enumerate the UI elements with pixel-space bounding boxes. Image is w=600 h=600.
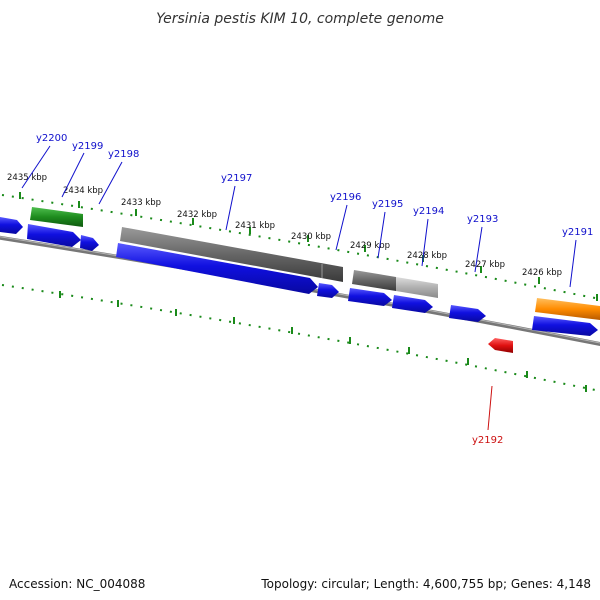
feature-cds[interactable] — [0, 217, 23, 234]
scale-label: 2432 kbp — [177, 210, 217, 220]
gene-label-y2199[interactable]: y2199 — [72, 141, 103, 152]
scale-label: 2433 kbp — [121, 198, 161, 208]
gene-label-y2195[interactable]: y2195 — [372, 199, 403, 210]
leader-line — [21, 145, 51, 189]
scale-label: 2428 kbp — [407, 251, 447, 261]
leader-line — [98, 161, 123, 205]
gene-label-y2197[interactable]: y2197 — [221, 173, 252, 184]
label-leaders — [21, 145, 577, 431]
gene-label-y2191[interactable]: y2191 — [562, 227, 593, 238]
forward-features — [30, 207, 600, 320]
gene-label-y2194[interactable]: y2194 — [413, 206, 444, 217]
lower-scale — [1, 284, 600, 393]
leader-line — [421, 218, 429, 267]
gene-label-y2192[interactable]: y2192 — [472, 435, 503, 446]
scale-label: 2431 kbp — [235, 221, 275, 231]
leader-line — [569, 239, 577, 288]
leader-line — [335, 204, 348, 251]
leader-line — [487, 385, 493, 431]
scale-label: 2430 kbp — [291, 232, 331, 242]
map-title: Yersinia pestis KIM 10, complete genome — [156, 11, 444, 27]
feature-gene-lightgray[interactable] — [396, 277, 438, 298]
gene-label-y2198[interactable]: y2198 — [108, 149, 139, 160]
leader-line — [61, 152, 85, 198]
leader-line — [377, 211, 386, 259]
feature-gene-gray[interactable] — [352, 270, 396, 291]
scale-label: 2426 kbp — [522, 268, 562, 278]
feature-cds[interactable] — [116, 243, 318, 294]
feature-cds[interactable] — [348, 288, 392, 306]
cds-features — [0, 217, 598, 353]
feature-gene-gray-long[interactable] — [120, 227, 343, 282]
feature-cds[interactable] — [27, 224, 81, 247]
feature-cds[interactable] — [532, 316, 598, 336]
scale-label: 2429 kbp — [350, 241, 390, 251]
gene-label-y2196[interactable]: y2196 — [330, 192, 361, 203]
accession-text: Accession: NC_004088 — [9, 577, 146, 591]
gene-label-y2200[interactable]: y2200 — [36, 133, 67, 144]
scale-label: 2434 kbp — [63, 186, 103, 196]
scale-label: 2435 kbp — [7, 173, 47, 183]
feature-cds[interactable] — [317, 283, 339, 298]
feature-gene-red[interactable] — [488, 338, 513, 353]
feature-gene-green[interactable] — [30, 207, 83, 227]
gene-label-y2193[interactable]: y2193 — [467, 214, 498, 225]
feature-cds[interactable] — [449, 305, 486, 322]
feature-cds[interactable] — [80, 235, 99, 251]
scale-label: 2427 kbp — [465, 260, 505, 270]
feature-gene-orange[interactable] — [535, 298, 600, 320]
leader-line — [474, 226, 483, 273]
lower-scale-dots — [1, 284, 600, 393]
gene-labels: y2200 y2199 y2198 y2197 y2196 y2195 y219… — [36, 133, 593, 446]
genome-summary-text: Topology: circular; Length: 4,600,755 bp… — [261, 577, 591, 591]
leader-line — [225, 185, 236, 231]
feature-cds[interactable] — [392, 295, 433, 313]
scale-labels: 2435 kbp 2434 kbp 2433 kbp 2432 kbp 2431… — [7, 173, 562, 278]
